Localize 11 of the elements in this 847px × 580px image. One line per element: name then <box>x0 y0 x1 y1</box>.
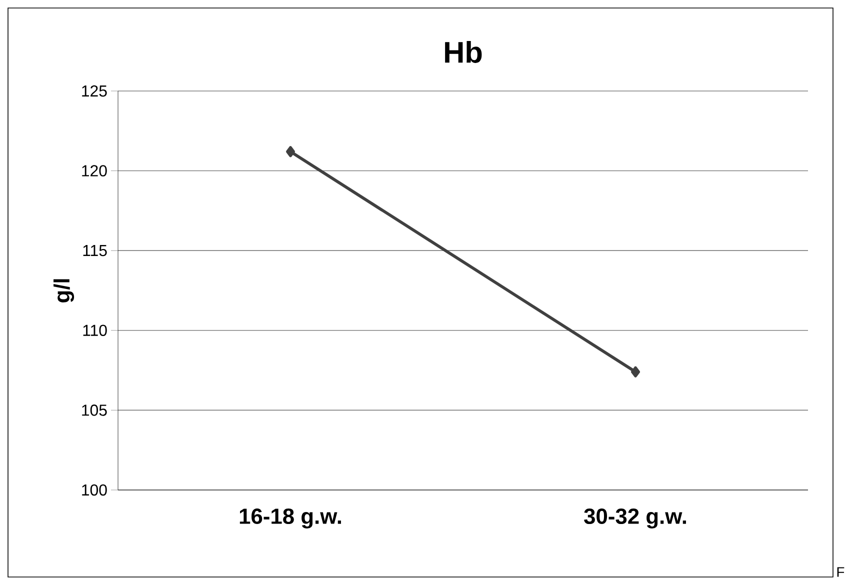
text: F <box>837 567 844 577</box>
y-axis-title: g/l <box>54 279 74 302</box>
chart-title: Hb <box>445 41 482 63</box>
y-tick-label: 110 <box>83 324 107 336</box>
y-tick-label: 115 <box>83 245 107 256</box>
y-tick-label: 120 <box>82 165 107 176</box>
x-tick-label: 30-32 g.w. <box>584 508 686 528</box>
y-tick-label: 105 <box>82 404 107 416</box>
y-tick-label: 100 <box>82 484 107 496</box>
y-tick-label: 125 <box>82 85 107 97</box>
x-tick-label: 16-18 g.w. <box>240 508 341 528</box>
